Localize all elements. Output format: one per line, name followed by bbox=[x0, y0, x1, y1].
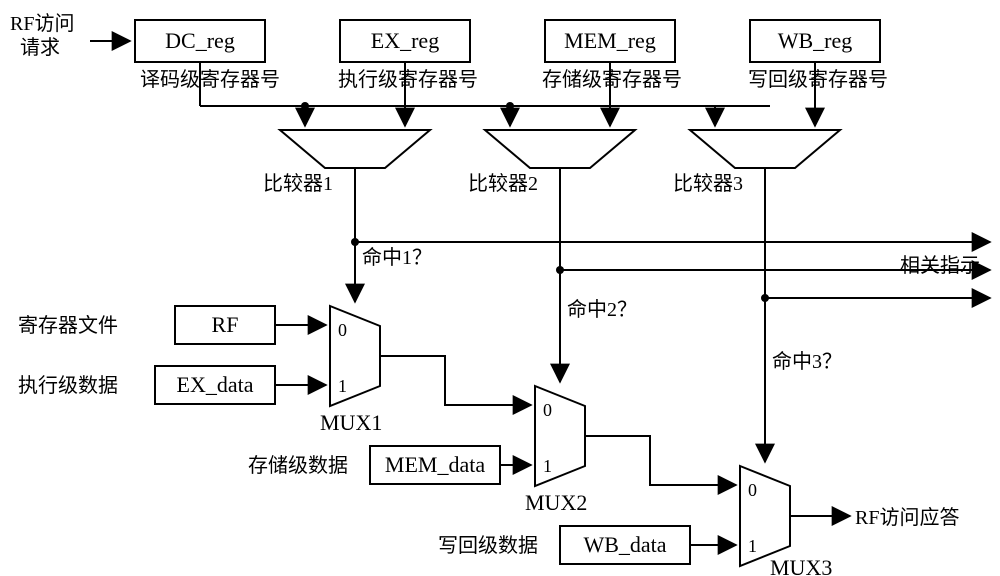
comparator-1: 比较器1 bbox=[263, 130, 430, 195]
hit2-label: 命中2？ bbox=[567, 298, 637, 321]
svg-text:执行级寄存器号: 执行级寄存器号 bbox=[338, 68, 478, 91]
svg-text:写回级数据: 写回级数据 bbox=[438, 534, 538, 557]
svg-text:0: 0 bbox=[748, 480, 757, 500]
hit1-label: 命中1？ bbox=[362, 246, 432, 269]
ex-data-box: 执行级数据 EX_data bbox=[18, 366, 275, 404]
svg-text:MEM_data: MEM_data bbox=[385, 452, 485, 477]
svg-text:WB_data: WB_data bbox=[583, 532, 666, 557]
mux3: 0 1 MUX3 bbox=[740, 466, 832, 576]
wb-data-box: 写回级数据 WB_data bbox=[438, 526, 690, 564]
svg-text:DC_reg: DC_reg bbox=[165, 28, 235, 53]
comparator-3: 比较器3 bbox=[673, 130, 840, 195]
rf-response-label: RF访问应答 bbox=[855, 506, 959, 529]
hit3-label: 命中3？ bbox=[772, 350, 842, 373]
svg-text:执行级数据: 执行级数据 bbox=[18, 374, 118, 397]
svg-text:0: 0 bbox=[338, 320, 347, 340]
mem-data-box: 存储级数据 MEM_data bbox=[248, 446, 500, 484]
svg-text:EX_data: EX_data bbox=[177, 372, 254, 397]
comparator-2: 比较器2 bbox=[468, 130, 635, 195]
rf-request-label-2: 请求 bbox=[20, 36, 60, 59]
reg-wb: WB_reg 写回级寄存器号 bbox=[748, 20, 888, 91]
svg-text:MUX1: MUX1 bbox=[320, 410, 382, 435]
svg-text:1: 1 bbox=[748, 536, 757, 556]
svg-text:EX_reg: EX_reg bbox=[371, 28, 439, 53]
hazard-indicator-label: 相关指示 bbox=[900, 254, 980, 277]
svg-text:寄存器文件: 寄存器文件 bbox=[18, 314, 118, 337]
svg-text:1: 1 bbox=[543, 456, 552, 476]
svg-text:MUX3: MUX3 bbox=[770, 555, 832, 576]
svg-text:存储级数据: 存储级数据 bbox=[248, 454, 348, 477]
svg-text:存储级寄存器号: 存储级寄存器号 bbox=[542, 68, 682, 91]
pipeline-forwarding-diagram: DC_reg 译码级寄存器号 EX_reg 执行级寄存器号 MEM_reg 存储… bbox=[0, 0, 1000, 576]
svg-text:WB_reg: WB_reg bbox=[778, 28, 853, 53]
svg-text:0: 0 bbox=[543, 400, 552, 420]
svg-text:写回级寄存器号: 写回级寄存器号 bbox=[748, 68, 888, 91]
svg-text:比较器2: 比较器2 bbox=[468, 172, 538, 195]
svg-text:1: 1 bbox=[338, 376, 347, 396]
svg-text:译码级寄存器号: 译码级寄存器号 bbox=[140, 68, 280, 91]
rf-request-label-1: RF访问 bbox=[10, 12, 74, 35]
svg-text:比较器3: 比较器3 bbox=[673, 172, 743, 195]
rf-box: 寄存器文件 RF bbox=[18, 306, 275, 344]
svg-text:RF: RF bbox=[212, 312, 239, 337]
mux1: 0 1 MUX1 bbox=[320, 306, 382, 435]
svg-text:MUX2: MUX2 bbox=[525, 490, 587, 515]
svg-text:比较器1: 比较器1 bbox=[263, 172, 333, 195]
reg-mem: MEM_reg 存储级寄存器号 bbox=[542, 20, 682, 91]
svg-text:MEM_reg: MEM_reg bbox=[564, 28, 656, 53]
reg-ex: EX_reg 执行级寄存器号 bbox=[338, 20, 478, 91]
reg-dc: DC_reg 译码级寄存器号 bbox=[135, 20, 280, 91]
mux2: 0 1 MUX2 bbox=[525, 386, 587, 515]
